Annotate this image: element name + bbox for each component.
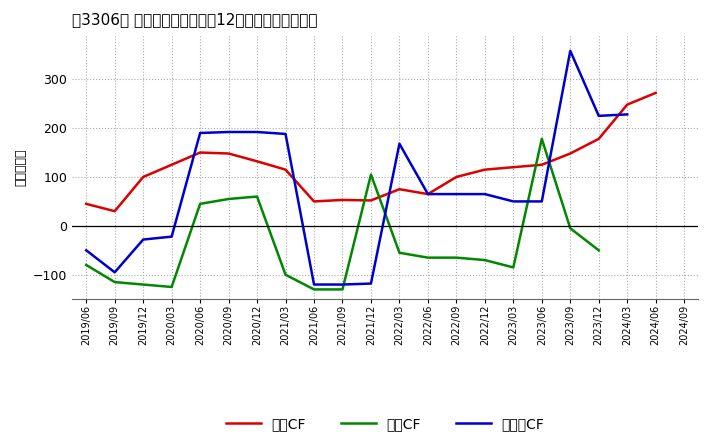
- 営業CF: [623, 102, 631, 107]
- 投資CF: [338, 287, 347, 292]
- フリーCF: [282, 131, 290, 136]
- 投資CF: [167, 284, 176, 290]
- 投資CF: [82, 262, 91, 268]
- 営業CF: [366, 198, 375, 203]
- 営業CF: [310, 199, 318, 204]
- 営業CF: [167, 162, 176, 167]
- フリーCF: [537, 199, 546, 204]
- フリーCF: [423, 191, 432, 197]
- 営業CF: [253, 159, 261, 164]
- フリーCF: [509, 199, 518, 204]
- 営業CF: [110, 209, 119, 214]
- フリーCF: [480, 191, 489, 197]
- 営業CF: [652, 90, 660, 95]
- Text: ［3306］ キャッシュフローの12か月移動合計の推移: ［3306］ キャッシュフローの12か月移動合計の推移: [72, 12, 318, 27]
- 営業CF: [338, 197, 347, 202]
- 営業CF: [537, 162, 546, 167]
- 投資CF: [423, 255, 432, 260]
- 営業CF: [595, 136, 603, 142]
- 営業CF: [82, 201, 91, 206]
- 営業CF: [423, 191, 432, 197]
- 営業CF: [509, 165, 518, 170]
- 投資CF: [595, 248, 603, 253]
- フリーCF: [366, 281, 375, 286]
- フリーCF: [110, 270, 119, 275]
- 投資CF: [509, 265, 518, 270]
- 営業CF: [225, 151, 233, 156]
- 投資CF: [253, 194, 261, 199]
- フリーCF: [623, 112, 631, 117]
- 投資CF: [452, 255, 461, 260]
- フリーCF: [82, 248, 91, 253]
- フリーCF: [253, 129, 261, 135]
- 投資CF: [537, 136, 546, 142]
- Legend: 営業CF, 投資CF, フリーCF: 営業CF, 投資CF, フリーCF: [226, 417, 544, 431]
- 営業CF: [395, 187, 404, 192]
- 営業CF: [566, 151, 575, 156]
- フリーCF: [395, 141, 404, 147]
- フリーCF: [139, 237, 148, 242]
- 営業CF: [452, 174, 461, 180]
- 投資CF: [480, 257, 489, 263]
- Line: フリーCF: フリーCF: [86, 51, 627, 285]
- フリーCF: [196, 130, 204, 136]
- 投資CF: [225, 196, 233, 202]
- フリーCF: [338, 282, 347, 287]
- 営業CF: [139, 174, 148, 180]
- フリーCF: [225, 129, 233, 135]
- フリーCF: [595, 113, 603, 118]
- 投資CF: [366, 172, 375, 177]
- Line: 営業CF: 営業CF: [86, 93, 656, 211]
- 投資CF: [282, 272, 290, 277]
- 営業CF: [480, 167, 489, 172]
- フリーCF: [452, 191, 461, 197]
- 営業CF: [282, 167, 290, 172]
- フリーCF: [566, 48, 575, 54]
- 投資CF: [310, 287, 318, 292]
- 投資CF: [196, 201, 204, 206]
- 投資CF: [139, 282, 148, 287]
- Line: 投資CF: 投資CF: [86, 139, 599, 290]
- 投資CF: [110, 279, 119, 285]
- フリーCF: [310, 282, 318, 287]
- 投資CF: [566, 226, 575, 231]
- Y-axis label: （百万円）: （百万円）: [14, 148, 27, 186]
- 営業CF: [196, 150, 204, 155]
- 投資CF: [395, 250, 404, 255]
- フリーCF: [167, 234, 176, 239]
